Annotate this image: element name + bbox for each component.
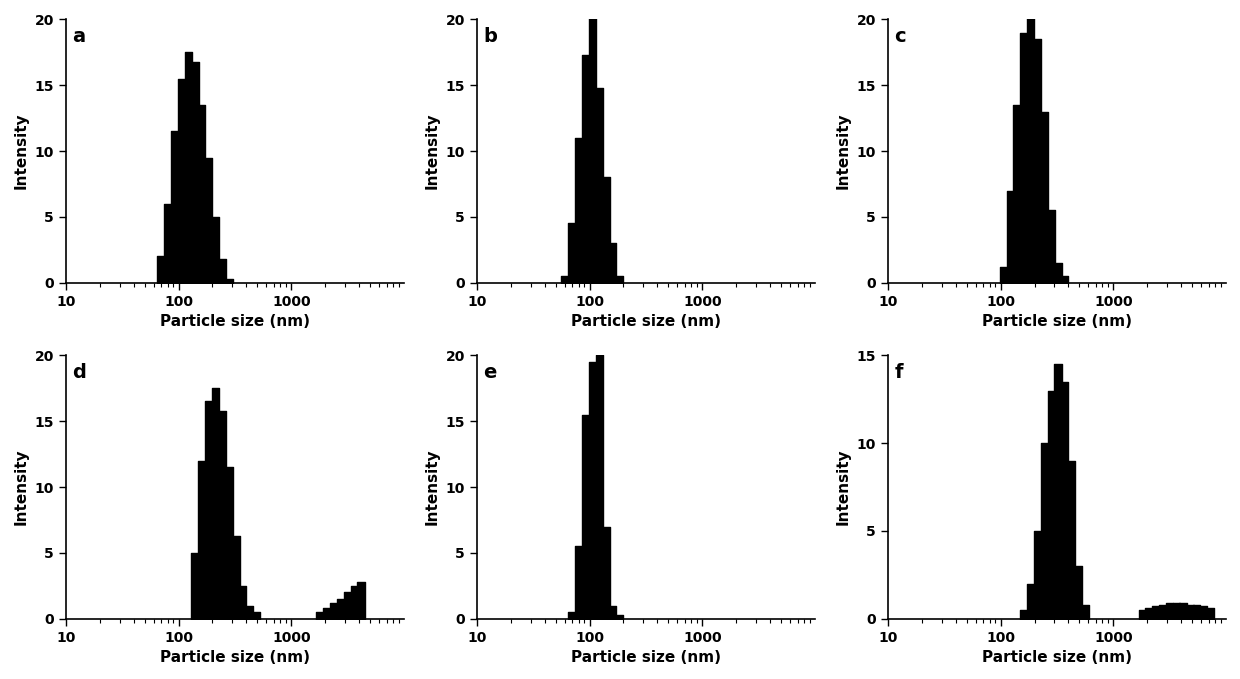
Y-axis label: Intensity: Intensity [836,449,851,526]
Y-axis label: Intensity: Intensity [425,449,440,526]
X-axis label: Particle size (nm): Particle size (nm) [570,650,720,665]
Text: e: e [484,363,497,382]
Text: f: f [894,363,903,382]
X-axis label: Particle size (nm): Particle size (nm) [982,650,1132,665]
Y-axis label: Intensity: Intensity [14,449,29,526]
Y-axis label: Intensity: Intensity [425,113,440,189]
X-axis label: Particle size (nm): Particle size (nm) [570,314,720,329]
Y-axis label: Intensity: Intensity [14,113,29,189]
Y-axis label: Intensity: Intensity [836,113,851,189]
Text: c: c [894,27,906,46]
Text: d: d [72,363,87,382]
Text: a: a [72,27,86,46]
X-axis label: Particle size (nm): Particle size (nm) [160,650,310,665]
Text: b: b [484,27,497,46]
X-axis label: Particle size (nm): Particle size (nm) [160,314,310,329]
X-axis label: Particle size (nm): Particle size (nm) [982,314,1132,329]
